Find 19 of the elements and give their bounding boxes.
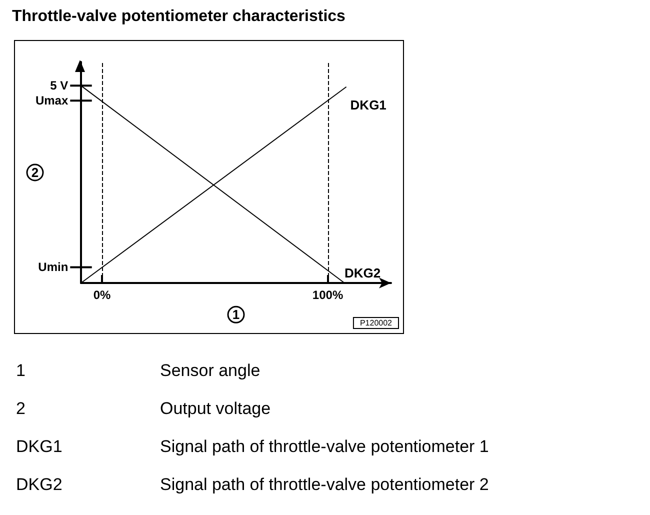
x-tick-label: 0% [93, 288, 111, 302]
text: Signal path of throttle-valve potentiometer 2 [160, 475, 489, 495]
y-axis-title: 2 [31, 165, 39, 180]
chart-title: Throttle-valve potentiometer characteristics [12, 8, 346, 26]
x-tick-label: 100% [312, 288, 344, 302]
series-label: DKG2 [344, 266, 381, 280]
ref-line-label: 5 V [50, 78, 68, 93]
text: 2 [16, 399, 26, 419]
text: DKG2 [16, 475, 64, 495]
text: Sensor angle [160, 361, 260, 381]
x-axis-title: 1 [232, 307, 240, 322]
ref-line-label: Umin [38, 260, 68, 274]
text: Output voltage [160, 399, 271, 419]
text: P120002 [360, 318, 393, 328]
text: DKG1 [16, 437, 64, 457]
series-label: DKG1 [350, 97, 386, 112]
text: 1 [16, 361, 26, 381]
ref-line-label: Umax [35, 94, 68, 108]
text: Signal path of throttle-valve potentiometer 1 [160, 437, 489, 457]
